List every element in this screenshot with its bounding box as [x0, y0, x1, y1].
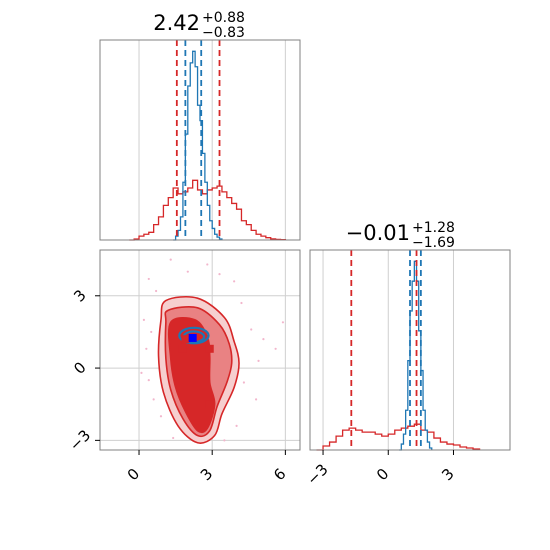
scatter-point [235, 424, 238, 428]
joint-density-panel: 0 3 6 −3 0 3 [66, 249, 301, 484]
scatter-point [140, 371, 143, 374]
scatter-point [240, 301, 243, 305]
scatter-point [223, 439, 226, 442]
y-tick-label: 3 [70, 286, 89, 305]
y-tick-label: 0 [70, 358, 89, 377]
marginal-histogram-param-2: −0.01 +1.28 −1.69 −3 0 3 [303, 220, 511, 489]
scatter-point [142, 318, 146, 321]
reference-marker [181, 335, 190, 344]
marginal-2-frame [309, 249, 511, 451]
marginal-1-title-minus: −0.83 [202, 25, 245, 41]
marginal-1-title-value: 2.42 [153, 11, 200, 35]
marginal-2-title-value: −0.01 [346, 221, 410, 245]
scatter-point [147, 379, 150, 382]
scatter-point [159, 415, 163, 418]
x-tick-label: 6 [270, 465, 289, 484]
scatter-point [150, 330, 153, 334]
scatter-point [262, 338, 265, 341]
reference-marker [205, 344, 214, 353]
x-tick-label: −3 [303, 460, 331, 488]
scatter-point [274, 347, 277, 350]
marginal-histogram-param-1: 2.42 +0.88 −0.83 [99, 10, 301, 241]
fit-contour-0 [178, 326, 210, 345]
marginal-2-title-plus: +1.28 [412, 220, 455, 236]
scatter-point [233, 280, 236, 283]
scatter-point [257, 359, 260, 362]
scatter-point [218, 272, 221, 276]
scatter-point [281, 321, 285, 324]
histogram-series-1 [399, 260, 433, 451]
scatter-point [254, 398, 258, 401]
joint-panel-frame [99, 249, 301, 451]
fit-marker [188, 333, 197, 342]
reference-marker [205, 400, 214, 409]
scatter-point [186, 270, 189, 273]
marginal-1-title-plus: +0.88 [202, 10, 245, 26]
marginal-2-title-minus: −1.69 [412, 235, 455, 251]
histogram-series-1 [173, 50, 223, 241]
scatter-point [154, 289, 158, 293]
x-tick-label: 3 [197, 465, 216, 484]
scatter-point [250, 328, 253, 331]
marginal-1-frame [99, 39, 301, 241]
y-tick-label: −3 [66, 426, 94, 454]
scatter-point [147, 277, 150, 281]
scatter-point [172, 436, 175, 440]
histogram-series-0 [316, 423, 481, 451]
x-tick-label: 0 [373, 465, 392, 484]
x-tick-label: 0 [124, 465, 143, 484]
scatter-point [206, 263, 209, 266]
reference-marker [178, 344, 187, 353]
scatter-point [242, 381, 246, 384]
scatter-point [169, 258, 172, 261]
x-tick-label: 3 [438, 465, 457, 484]
scatter-point [145, 347, 148, 350]
scatter-point [152, 398, 155, 401]
